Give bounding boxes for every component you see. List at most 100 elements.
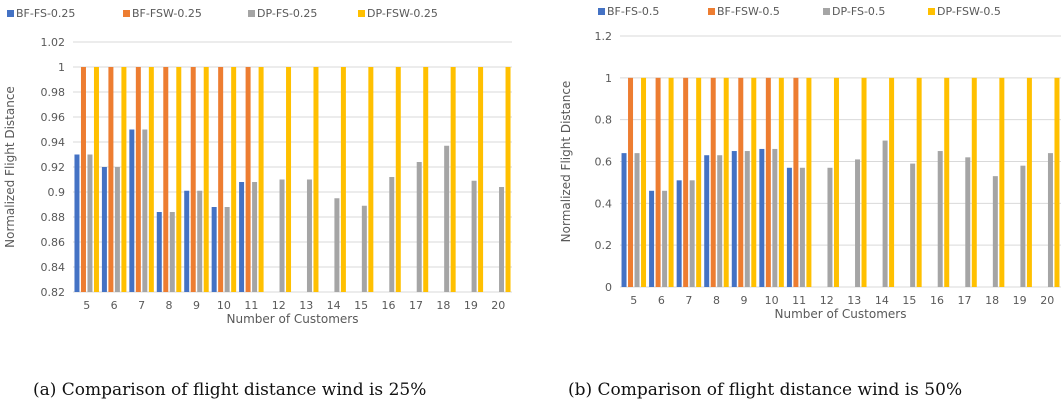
legend-swatch-bf-fsw [708, 8, 715, 15]
y-tick-label: 1 [605, 72, 612, 85]
y-tick-label: 1.2 [595, 30, 613, 43]
bar-bf-fs [74, 154, 80, 292]
bar-dp-fs [306, 179, 312, 292]
bar-dp-fs [744, 151, 750, 287]
x-tick-label: 19 [464, 299, 478, 312]
bar-dp-fs [689, 180, 695, 287]
y-tick-label: 0.2 [595, 239, 613, 252]
bar-bf-fsw [245, 67, 251, 292]
legend-label: DP-FSW-0.5 [937, 5, 1001, 18]
bar-bf-fsw [628, 77, 634, 287]
x-tick-label: 15 [354, 299, 368, 312]
legend-label: BF-FSW-0.25 [132, 7, 202, 20]
bar-dp-fsw [668, 77, 674, 287]
x-tick-label: 6 [658, 294, 665, 307]
bar-dp-fs [114, 167, 120, 292]
bar-dp-fs [937, 151, 943, 287]
bar-dp-fsw [313, 67, 319, 292]
y-tick-label: 1 [58, 61, 65, 74]
chart-a-svg: 0.82 0.84 0.86 0.88 0.9 0.92 0.94 0.96 0.98 1 1.02… [3, 7, 512, 326]
bar-dp-fsw [806, 77, 812, 287]
x-tick-label: 13 [299, 299, 313, 312]
x-tick-label: 18 [436, 299, 450, 312]
bar-bf-fs [156, 212, 162, 292]
bar-dp-fsw [723, 77, 729, 287]
legend-swatch-bf-fs [598, 8, 605, 15]
y-tick-label: 0.8 [595, 114, 613, 127]
bar-dp-fsw [450, 67, 456, 292]
bar-bf-fsw [655, 77, 661, 287]
bar-dp-fs [772, 148, 778, 287]
y-axis-title: Normalized Flight Distance [559, 81, 573, 243]
bar-dp-fsw [696, 77, 702, 287]
legend-label: DP-FS-0.5 [832, 5, 885, 18]
bar-dp-fsw [861, 77, 867, 287]
bar-dp-fsw [121, 67, 127, 292]
bar-dp-fs [224, 207, 230, 292]
bar-dp-fs [87, 154, 93, 292]
chart-panel-b: 0 0.2 0.4 0.6 0.8 1 1.2 5 6 7 8 9 10 11 12 13 14 15 16 17 18… [555, 0, 1061, 415]
bar-dp-fsw [505, 67, 511, 292]
bar-dp-fsw [641, 77, 647, 287]
bar-dp-fs [1047, 153, 1053, 287]
bar-dp-fs [992, 176, 998, 287]
bar-dp-fs [499, 187, 505, 292]
bar-dp-fs [279, 179, 285, 292]
bar-dp-fs [444, 145, 450, 292]
y-tick-label: 0.82 [41, 286, 66, 299]
bar-bf-fsw [683, 77, 689, 287]
x-tick-label: 16 [382, 299, 396, 312]
bar-dp-fsw [751, 77, 757, 287]
bar-dp-fs [471, 180, 477, 292]
x-tick-label: 8 [166, 299, 173, 312]
x-tick-label: 16 [930, 294, 944, 307]
chart-panel-a: 0.82 0.84 0.86 0.88 0.9 0.92 0.94 0.96 0.98 1 1.02… [0, 0, 530, 415]
legend-swatch-dp-fs [248, 10, 255, 17]
x-tick-label: 15 [902, 294, 916, 307]
y-tick-label: 0 [605, 281, 612, 294]
x-tick-label: 9 [193, 299, 200, 312]
bar-dp-fs [799, 167, 805, 287]
x-axis-title: Number of Customers [775, 307, 907, 321]
bar-dp-fs [361, 205, 367, 292]
x-tick-label: 14 [327, 299, 341, 312]
x-tick-label: 11 [244, 299, 258, 312]
x-tick-label: 14 [875, 294, 889, 307]
bar-dp-fsw [944, 77, 950, 287]
bar-bf-fsw [163, 67, 169, 292]
bar-bf-fs [704, 155, 710, 287]
bar-dp-fsw [478, 67, 484, 292]
bar-dp-fs [882, 140, 888, 287]
bar-dp-fsw [340, 67, 346, 292]
bar-dp-fsw [971, 77, 977, 287]
caption-a: (a) Comparison of flight distance wind i… [33, 380, 427, 400]
y-tick-label: 0.98 [41, 86, 66, 99]
bar-bf-fsw [135, 67, 141, 292]
bar-dp-fs [965, 157, 971, 287]
bar-dp-fsw [203, 67, 209, 292]
bar-bf-fsw [793, 77, 799, 287]
bar-dp-fs [334, 198, 340, 292]
y-tick-label: 0.92 [41, 161, 66, 174]
bar-bf-fs [239, 182, 245, 292]
y-axis-title: Normalized Flight Distance [3, 86, 17, 248]
bar-bf-fsw [765, 77, 771, 287]
bar-dp-fs [1020, 165, 1026, 287]
x-tick-label: 9 [741, 294, 748, 307]
bar-dp-fsw [93, 67, 99, 292]
legend-swatch-bf-fs [7, 10, 14, 17]
bar-bf-fsw [190, 67, 196, 292]
bar-dp-fsw [1026, 77, 1032, 287]
bar-dp-fsw [889, 77, 895, 287]
y-tick-label: 0.96 [41, 111, 66, 124]
bar-dp-fs [662, 190, 668, 287]
legend-swatch-dp-fs [823, 8, 830, 15]
legend-label: BF-FSW-0.5 [717, 5, 780, 18]
bar-bf-fs [129, 129, 135, 292]
x-tick-label: 13 [847, 294, 861, 307]
bar-dp-fsw [258, 67, 264, 292]
x-tick-label: 11 [792, 294, 806, 307]
bar-bf-fs [621, 153, 627, 287]
bar-dp-fs [197, 190, 203, 292]
bar-bf-fs [649, 190, 655, 287]
